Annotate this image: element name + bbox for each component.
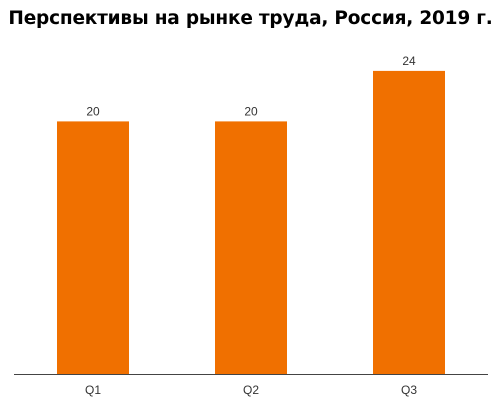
x-tick-label-q1: Q1 — [85, 383, 101, 397]
data-labels-layer: 20 20 24 — [86, 54, 416, 119]
data-label-q2: 20 — [244, 104, 258, 118]
bar-q2 — [215, 121, 287, 375]
bars-layer — [57, 70, 445, 375]
data-label-q1: 20 — [86, 104, 100, 118]
data-label-q3: 24 — [402, 54, 416, 68]
bar-q1 — [57, 121, 129, 375]
x-ticks-layer: Q1 Q2 Q3 — [85, 383, 417, 397]
chart-title: Перспективы на рынке труда, Россия, 2019… — [8, 8, 493, 29]
x-tick-label-q2: Q2 — [243, 383, 259, 397]
bar-q3 — [373, 70, 445, 375]
x-tick-label-q3: Q3 — [401, 383, 417, 397]
